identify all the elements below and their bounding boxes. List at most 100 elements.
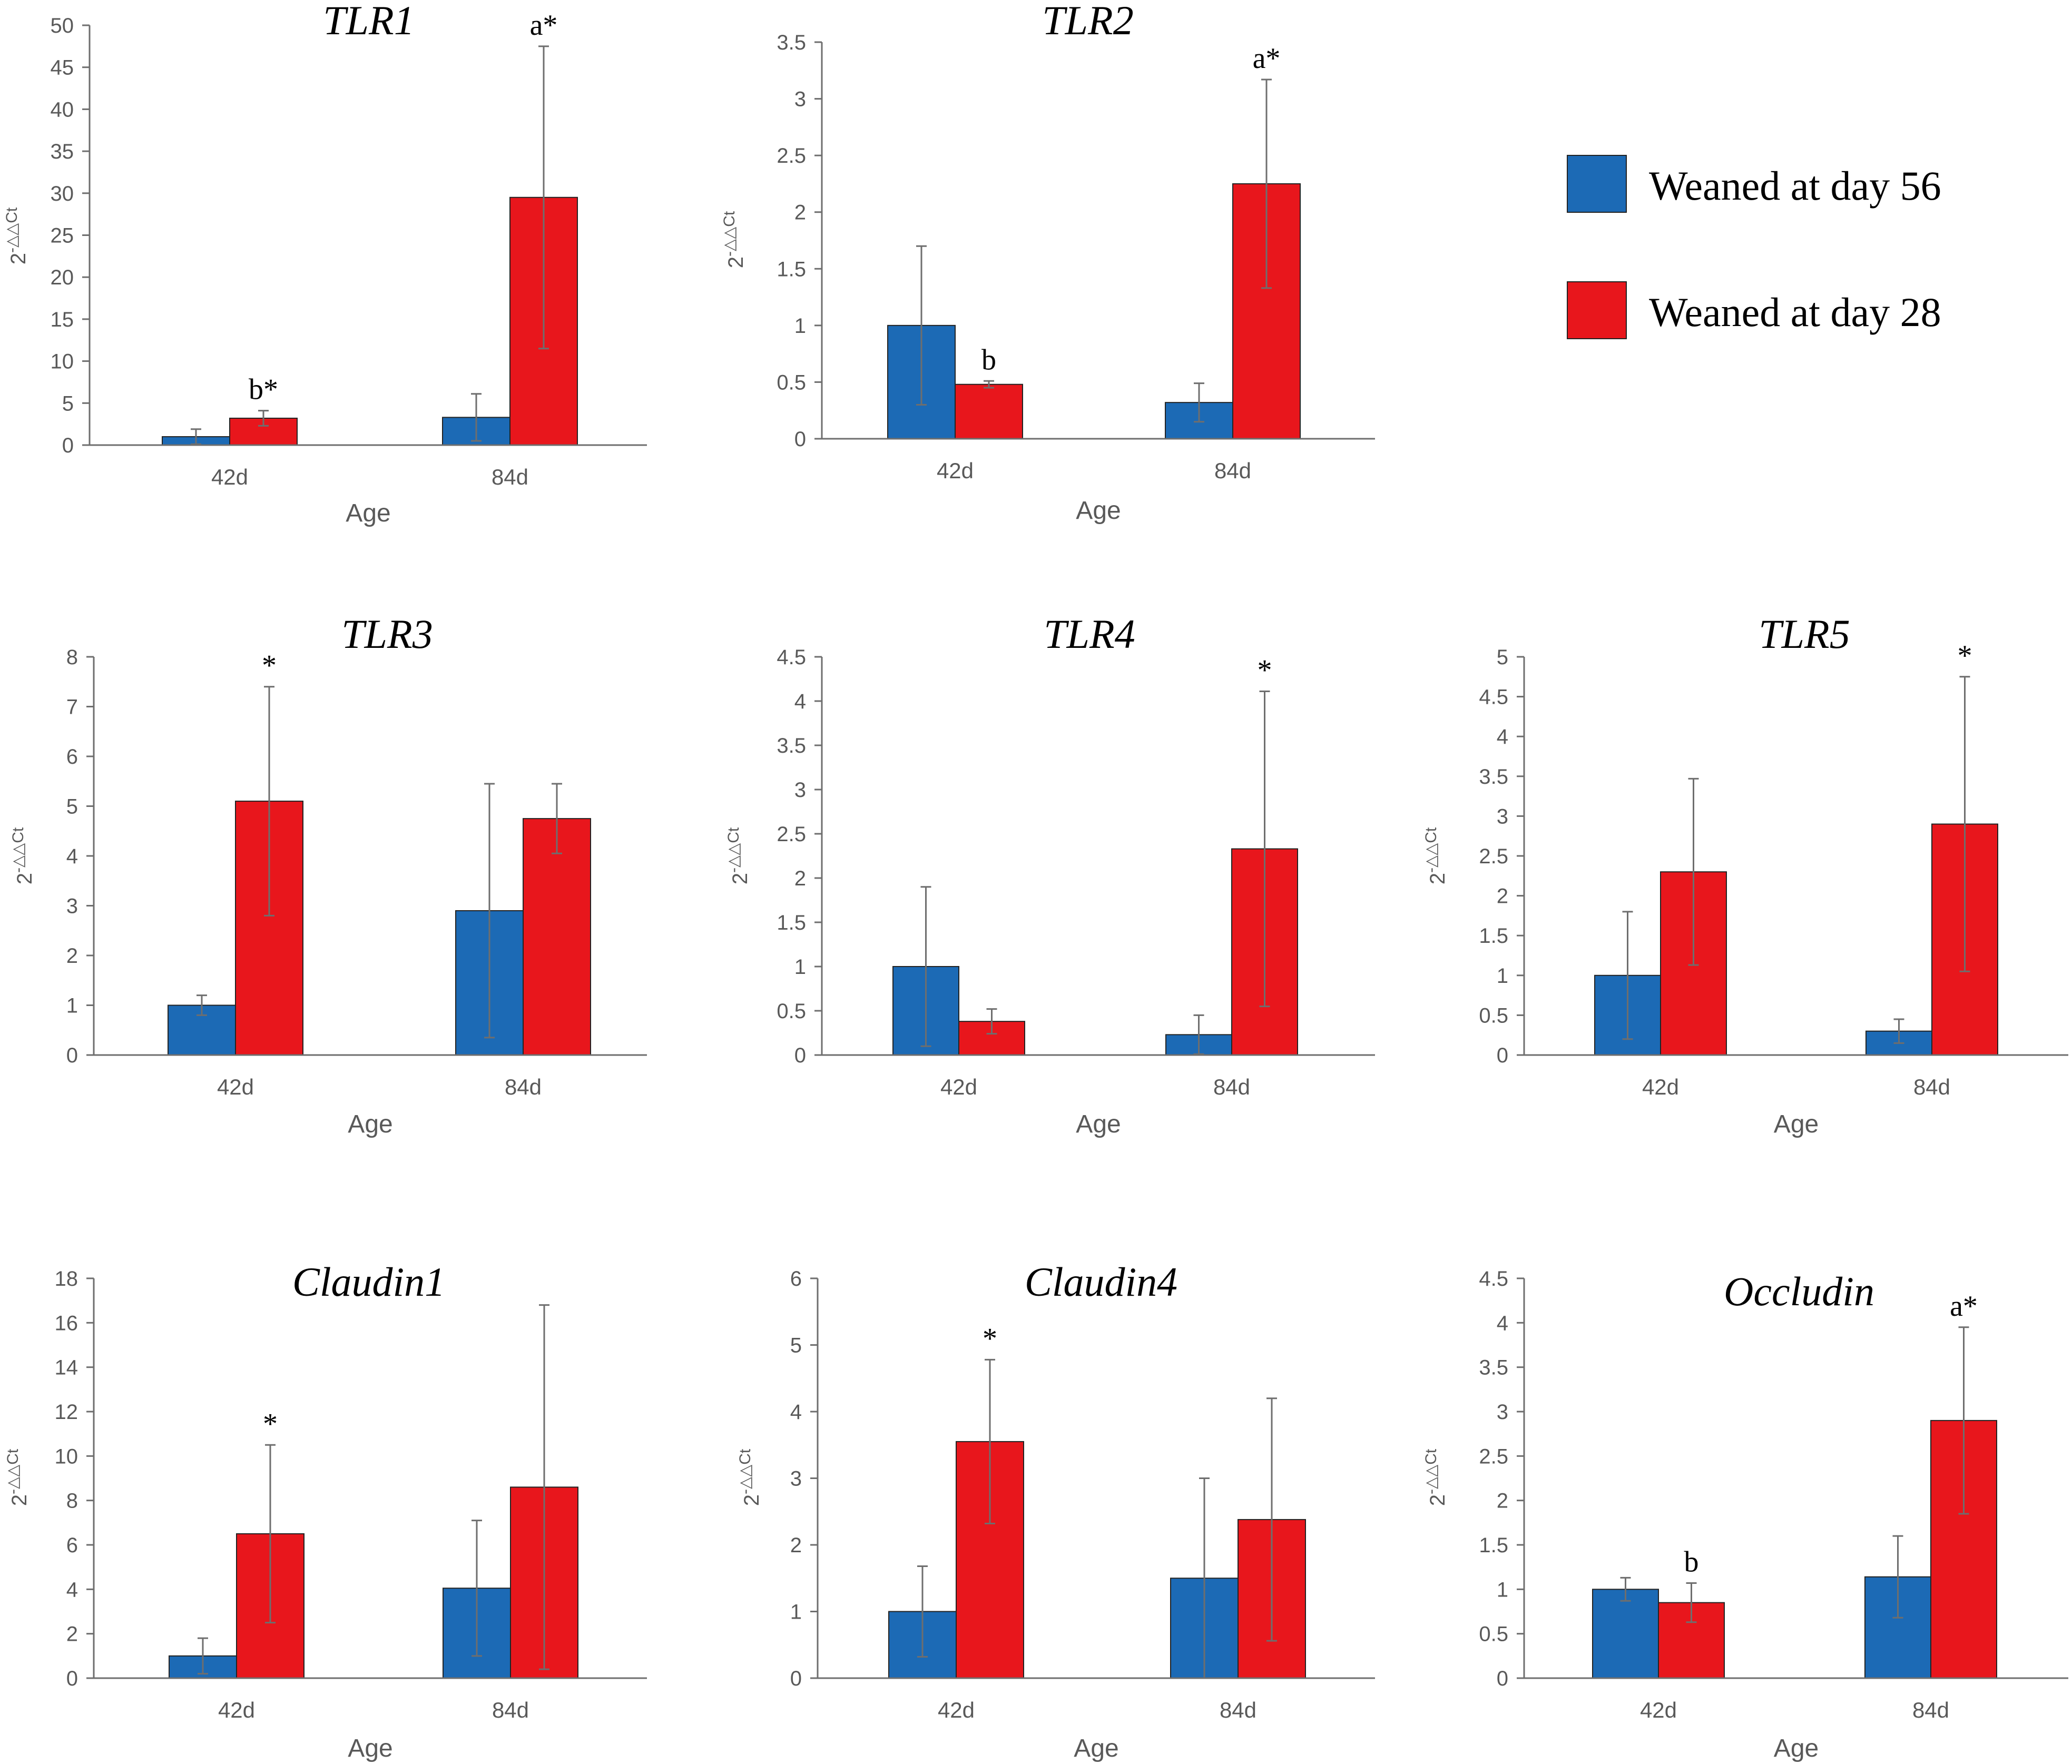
y-tick-label: 2 [66, 944, 78, 968]
y-tick-label: 8 [66, 1490, 78, 1513]
y-tick-label: 3 [794, 88, 806, 111]
y-tick-label: 5 [62, 392, 74, 415]
y-tick-label: 1 [66, 994, 78, 1018]
x-axis-label: Age [346, 499, 390, 527]
x-category-label: 42d [937, 458, 974, 483]
x-category-label: 84d [1213, 1075, 1250, 1099]
y-tick-label: 0 [66, 1667, 78, 1690]
x-category-label: 84d [1912, 1698, 1949, 1722]
y-tick-label: 3.5 [1479, 765, 1508, 789]
significance-label: b [981, 343, 996, 376]
x-category-label: 84d [1913, 1075, 1950, 1099]
panel-tlr3: TLR3 0 1 2 3 4 5 6 7 8 2-△△Ct * 42d 84d Age [9, 611, 647, 1138]
significance-label: a* [1950, 1290, 1978, 1323]
y-tick-label: 14 [55, 1356, 78, 1379]
x-axis-label: Age [1774, 1735, 1819, 1762]
y-tick-label: 2 [66, 1623, 78, 1646]
y-tick-label: 1.5 [777, 258, 806, 281]
y-axis-label: 2-△△Ct [721, 211, 748, 268]
y-tick-label: 25 [51, 224, 74, 248]
panel-tlr2: TLR2 0 0.5 1 1.5 2 2.5 3 3.5 2-△△Ct b 42d a* 84d Age [721, 0, 1375, 525]
x-axis-label: Age [1074, 1735, 1118, 1762]
y-axis-label: 2-△△Ct [3, 207, 30, 264]
y-tick-label: 2 [1497, 885, 1508, 908]
y-tick-label: 1 [1497, 964, 1508, 988]
y-tick-label: 0.5 [1479, 1623, 1508, 1646]
x-axis-label: Age [348, 1735, 392, 1762]
panel-tlr5: TLR5 0 0.5 1 1.5 2 2.5 3 3.5 4 4.5 5 2-△△Ct 42d * 84d Ag… [1422, 611, 2068, 1138]
y-tick-label: 2.5 [1479, 845, 1508, 868]
legend-swatch-day28 [1567, 281, 1627, 339]
y-tick-label: 2.5 [777, 823, 806, 846]
y-tick-label: 1.5 [777, 911, 806, 934]
y-tick-label: 10 [55, 1445, 78, 1468]
significance-label: b* [249, 373, 278, 406]
x-category-label: 84d [1214, 458, 1251, 483]
y-tick-label: 0 [1497, 1667, 1508, 1690]
y-axis-label: 2-△△Ct [1422, 827, 1449, 884]
bar-day28-42d [955, 383, 1023, 440]
legend-swatch-day56 [1567, 155, 1627, 213]
chart-panels: TLR1051015202530354045502-△△Ctb*42da*84d… [3, 0, 2068, 1762]
y-axis-label: 2-△△Ct [725, 827, 752, 884]
x-category-label: 42d [211, 465, 248, 489]
x-category-label: 84d [1220, 1698, 1256, 1722]
y-tick-label: 2 [1497, 1490, 1508, 1513]
y-tick-label: 4 [794, 690, 806, 713]
y-tick-label: 1 [790, 1601, 802, 1624]
y-tick-label: 2.5 [777, 144, 806, 167]
significance-label: * [983, 1322, 997, 1355]
y-tick-label: 18 [55, 1267, 78, 1290]
y-tick-label: 16 [55, 1312, 78, 1335]
x-category-label: 42d [940, 1075, 977, 1099]
y-tick-label: 1.5 [1479, 924, 1508, 948]
y-tick-label: 2 [794, 201, 806, 224]
y-tick-label: 8 [66, 646, 78, 669]
y-tick-label: 3 [66, 895, 78, 918]
y-tick-label: 4.5 [1479, 1267, 1508, 1290]
bar-day28-84d [523, 818, 591, 1056]
chart-title: TLR3 [341, 611, 433, 657]
significance-label: a* [530, 9, 558, 42]
y-tick-label: 5 [1497, 646, 1508, 669]
x-category-label: 84d [505, 1075, 542, 1099]
y-tick-label: 0 [66, 1044, 78, 1067]
significance-label: * [1258, 654, 1272, 687]
y-tick-label: 30 [51, 182, 74, 205]
y-tick-label: 0 [1497, 1044, 1508, 1067]
y-tick-label: 6 [790, 1267, 802, 1290]
chart-title: Occludin [1724, 1268, 1874, 1314]
y-tick-label: 3.5 [777, 734, 806, 757]
y-tick-label: 5 [66, 795, 78, 819]
y-tick-label: 2 [790, 1534, 802, 1557]
y-tick-label: 4 [66, 845, 78, 868]
y-tick-label: 2 [794, 867, 806, 890]
x-category-label: 84d [492, 1698, 529, 1722]
y-tick-label: 45 [51, 56, 74, 80]
y-tick-label: 3 [794, 778, 806, 802]
legend-label-day56: Weaned at day 56 [1649, 163, 1941, 209]
y-tick-label: 3 [1497, 805, 1508, 828]
y-tick-label: 6 [66, 1534, 78, 1557]
y-axis-label: 2-△△Ct [9, 827, 36, 884]
y-tick-label: 3.5 [777, 31, 806, 54]
legend: Weaned at day 56 Weaned at day 28 [1567, 155, 1941, 339]
legend-label-day28: Weaned at day 28 [1649, 289, 1941, 335]
y-axis-label: 2-△△Ct [4, 1448, 31, 1506]
significance-label: b [1684, 1546, 1699, 1579]
panel-claudin4: Claudin4 0 1 2 3 4 5 6 2-△△Ct * 42d 84d Age [737, 1259, 1375, 1762]
x-category-label: 42d [218, 1698, 255, 1722]
y-tick-label: 0.5 [777, 1000, 806, 1023]
panel-tlr4: TLR4 0 0.5 1 1.5 2 2.5 3 3.5 4 4.5 2-△△Ct 42d * 84d Age [725, 611, 1375, 1138]
y-tick-label: 2.5 [1479, 1445, 1508, 1468]
bar-day56-42d [1592, 1589, 1659, 1679]
y-tick-label: 3 [1497, 1401, 1508, 1424]
y-tick-label: 0.5 [1479, 1004, 1508, 1027]
significance-label: a* [1253, 42, 1281, 75]
chart-title: Claudin4 [1025, 1259, 1177, 1305]
x-category-label: 42d [217, 1075, 254, 1099]
chart-title: TLR5 [1759, 611, 1850, 657]
x-category-label: 42d [1640, 1698, 1677, 1722]
panel-claudin1: Claudin1 0 2 4 6 8 10 12 14 16 18 2-△△Ct * 42d 84d Age [4, 1259, 647, 1762]
